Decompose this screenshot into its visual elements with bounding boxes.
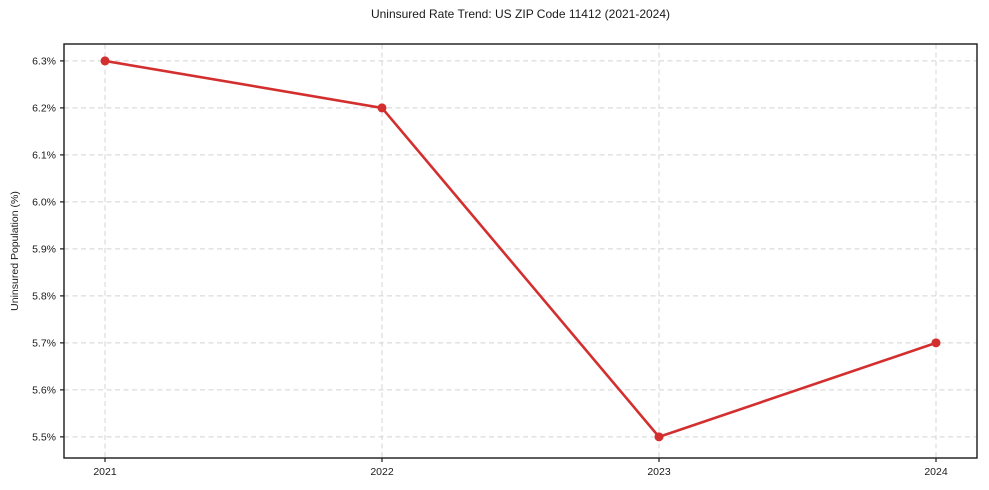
- plot-border: [63, 43, 978, 459]
- x-tick-label: 2021: [93, 466, 117, 478]
- y-tick-label: 5.5%: [32, 431, 56, 443]
- y-tick-label: 5.6%: [32, 384, 56, 396]
- y-axis-label: Uninsured Population (%): [9, 191, 21, 311]
- trend-line: [103, 59, 938, 439]
- data-point-marker: [931, 338, 941, 348]
- chart-title: Uninsured Rate Trend: US ZIP Code 11412 …: [370, 7, 671, 21]
- data-point-marker: [377, 103, 387, 113]
- y-tick-label: 6.1%: [32, 149, 56, 161]
- y-tick-label: 6.0%: [32, 196, 56, 208]
- data-point-marker: [100, 56, 110, 66]
- y-tick-label: 6.3%: [32, 55, 56, 67]
- x-tick-label: 2024: [924, 466, 948, 478]
- y-tick-label: 5.7%: [32, 337, 56, 349]
- x-tick-label: 2022: [370, 466, 394, 478]
- y-tick-label: 5.8%: [32, 290, 56, 302]
- y-tick-label: 6.2%: [32, 102, 56, 114]
- x-tick-label: 2023: [647, 466, 671, 478]
- data-point-marker: [654, 432, 664, 442]
- y-tick-label: 5.9%: [32, 243, 56, 255]
